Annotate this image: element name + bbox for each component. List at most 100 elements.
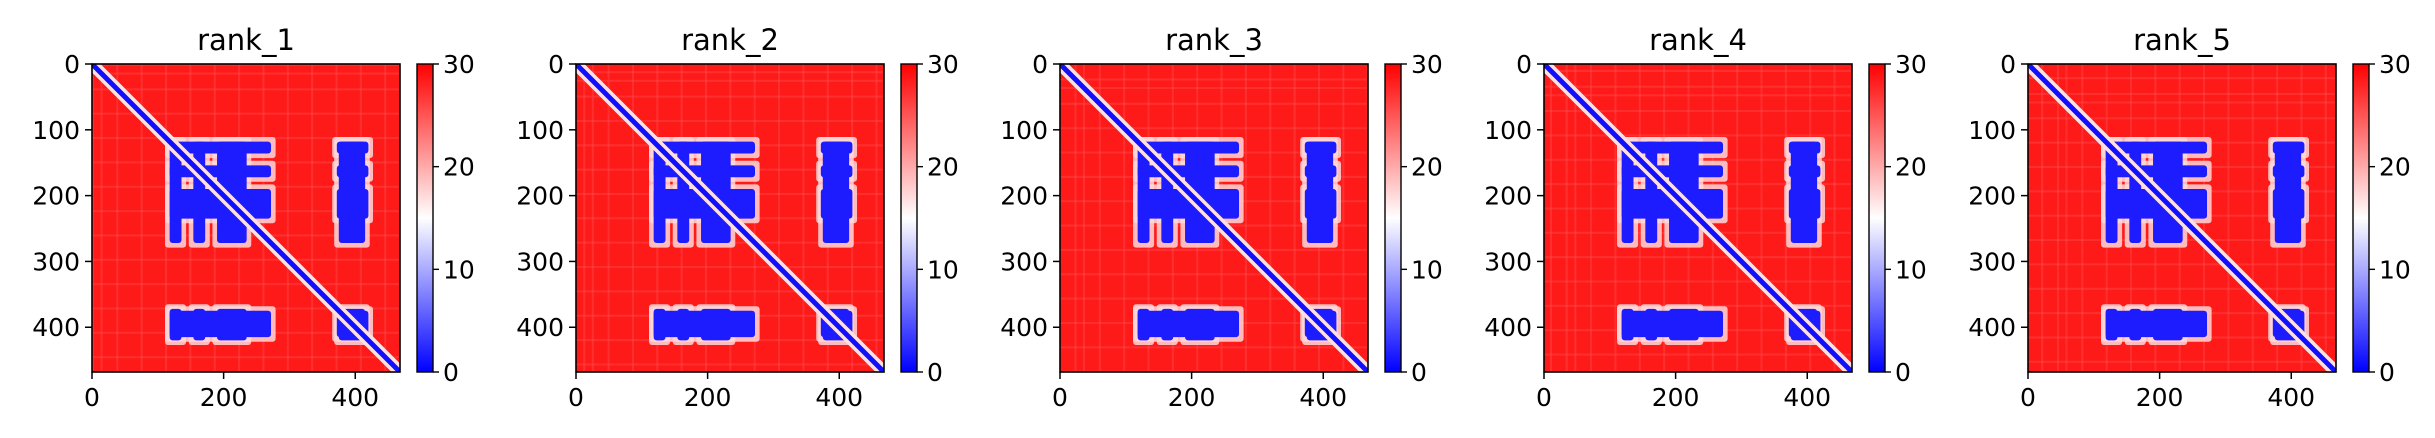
y-tick-label: 0 <box>1516 50 1532 79</box>
heatmap-area <box>1060 64 1368 372</box>
colorbar-tick-label: 0 <box>2379 358 2395 387</box>
y-tick-label: 400 <box>1968 313 2016 342</box>
x-tick-label: 0 <box>84 383 100 412</box>
texture-stripe <box>92 64 400 66</box>
colorbar-frame <box>1868 63 1886 373</box>
colorbar <box>901 64 917 372</box>
texture-stripe <box>631 64 634 372</box>
texture-stripe <box>576 95 884 98</box>
x-tick-label: 400 <box>2267 383 2315 412</box>
heatmap-panel: rank_5 0 200 400 0 100 200 300 400 0 10 20 30 <box>1968 23 2411 412</box>
texture-stripe <box>1614 64 1617 372</box>
texture-stripe <box>2028 77 2336 80</box>
texture-stripe <box>1244 64 1247 372</box>
texture-stripe <box>1544 353 1852 356</box>
texture-stripe <box>92 283 400 286</box>
diagonal-line <box>92 64 400 372</box>
colorbar-tick-label: 10 <box>927 255 959 284</box>
texture-stripe <box>2227 64 2230 372</box>
texture-stripe <box>2081 64 2084 372</box>
texture-stripe <box>607 64 610 372</box>
texture-stripe <box>1544 134 1852 137</box>
contact-block <box>2105 310 2208 338</box>
diagonal-line <box>1544 64 1852 372</box>
texture-stripe <box>1269 64 1272 372</box>
x-tick-label: 200 <box>200 383 248 412</box>
x-tick-label: 0 <box>1052 383 1068 412</box>
texture-stripe <box>576 290 884 293</box>
heatmap-panel: rank_4 0 200 400 0 100 200 300 400 0 10 20 30 <box>1484 23 1927 412</box>
texture-stripe <box>2028 101 2336 104</box>
colorbar-tick-label: 10 <box>2379 255 2411 284</box>
colorbar-tick-label: 20 <box>1895 153 1927 182</box>
texture-stripe <box>1060 248 1368 251</box>
y-tick-label: 400 <box>516 313 564 342</box>
texture-stripe <box>1590 64 1593 372</box>
texture-stripe <box>92 88 400 91</box>
contact-block <box>338 141 366 244</box>
y-tick-label: 100 <box>516 116 564 145</box>
y-tick-label: 0 <box>64 50 80 79</box>
colorbar-tick-label: 20 <box>927 153 959 182</box>
y-tick-label: 100 <box>1484 116 1532 145</box>
y-tick-label: 200 <box>1968 182 2016 211</box>
texture-stripe <box>2324 64 2327 372</box>
y-tick-label: 0 <box>548 50 564 79</box>
heatmap-frame <box>2027 63 2337 373</box>
texture-stripe <box>286 64 289 372</box>
heatmap-panel: rank_3 0 200 400 0 100 200 300 400 0 10 20 30 <box>1000 23 1443 412</box>
texture-stripe <box>875 64 878 372</box>
y-tick-label: 300 <box>1000 247 1048 276</box>
texture-stripe <box>1574 64 1577 372</box>
contact-block <box>1621 310 1724 338</box>
texture-stripe <box>1342 64 1345 372</box>
texture-stripe <box>1123 64 1126 372</box>
y-tick-label: 200 <box>32 182 80 211</box>
colorbar <box>1869 64 1885 372</box>
colorbar-tick-label: 30 <box>2379 50 2411 79</box>
texture-stripe <box>591 64 594 372</box>
heatmap-frame <box>1543 63 1853 373</box>
colorbar-tick-label: 10 <box>1411 255 1443 284</box>
heatmap-panel: rank_1 0 200 400 0 100 200 300 400 0 10 20 30 <box>32 23 475 412</box>
texture-stripe <box>140 64 143 372</box>
texture-stripe <box>576 79 884 82</box>
y-tick-label: 100 <box>1968 116 2016 145</box>
texture-stripe <box>583 64 586 372</box>
colorbar-tick-label: 0 <box>1895 358 1911 387</box>
colorbar-frame <box>900 63 918 373</box>
contact-block <box>2274 141 2302 244</box>
contact-block <box>169 310 272 338</box>
texture-stripe <box>1833 64 1836 372</box>
texture-stripe <box>2028 287 2336 290</box>
x-tick-label: 400 <box>815 383 863 412</box>
texture-stripe <box>1060 87 1368 90</box>
texture-stripe <box>2041 64 2044 372</box>
texture-stripe <box>2065 64 2068 372</box>
diagonal-line <box>1060 64 1368 372</box>
texture-stripe <box>2028 263 2336 266</box>
colorbar-tick-label: 0 <box>1411 358 1427 387</box>
colorbar-tick-label: 30 <box>1895 50 1927 79</box>
colorbar-frame <box>416 63 434 373</box>
texture-stripe <box>2056 64 2059 372</box>
colorbar-tick-label: 0 <box>443 358 459 387</box>
texture-stripe <box>1544 85 1852 88</box>
colorbar-tick-label: 10 <box>1895 255 1927 284</box>
texture-stripe <box>1083 64 1086 372</box>
y-tick-label: 0 <box>1032 50 1048 79</box>
texture-stripe <box>1544 94 1852 97</box>
texture-stripe <box>1098 64 1101 372</box>
texture-stripe <box>100 64 103 372</box>
texture-stripe <box>1060 273 1368 276</box>
texture-stripe <box>1074 64 1077 372</box>
texture-stripe <box>576 266 884 269</box>
y-tick-label: 200 <box>516 182 564 211</box>
colorbar-frame <box>1384 63 1402 373</box>
colorbar <box>417 64 433 372</box>
x-tick-label: 400 <box>331 383 379 412</box>
contact-block <box>1306 141 1334 244</box>
y-tick-label: 200 <box>1000 182 1048 211</box>
colorbar-tick-label: 30 <box>927 50 959 79</box>
texture-stripe <box>2028 360 2336 363</box>
